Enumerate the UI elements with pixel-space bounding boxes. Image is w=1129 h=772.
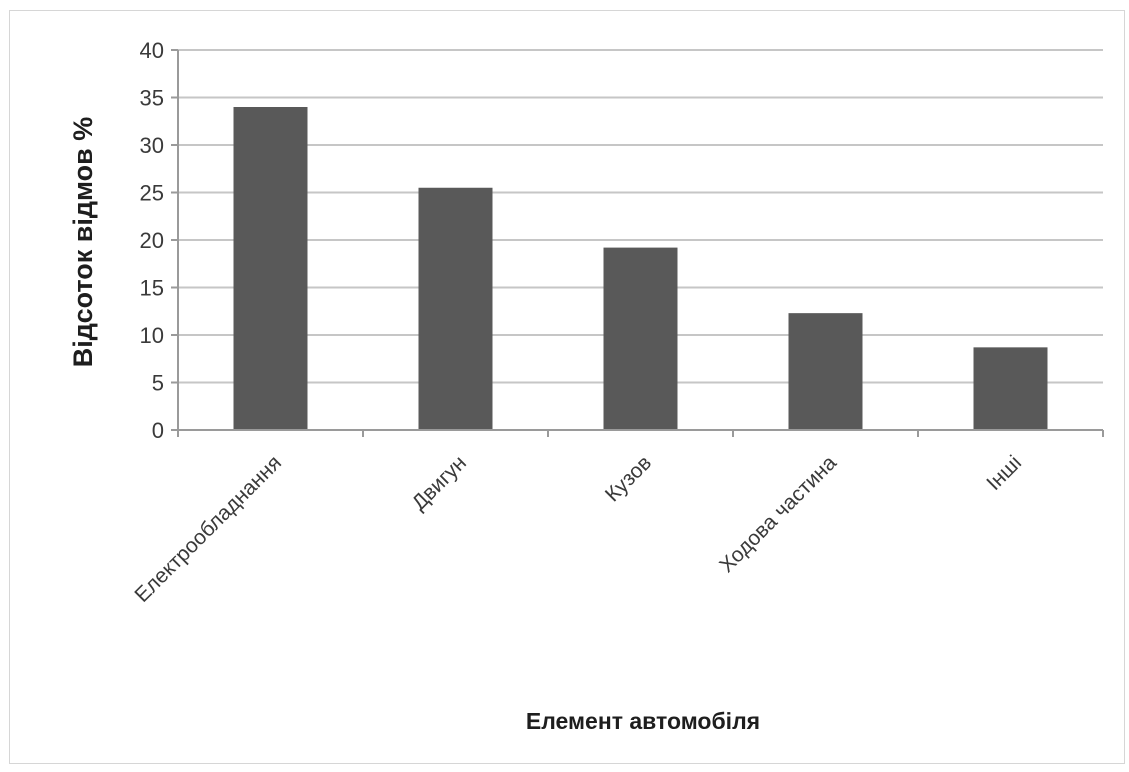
bar (788, 313, 863, 430)
y-axis-title: Відсоток відмов % (68, 117, 98, 367)
bar (233, 107, 308, 430)
x-category-label: Інші (982, 451, 1026, 495)
y-tick-label: 35 (140, 86, 164, 111)
x-category-label: Електрообладнання (130, 451, 286, 607)
y-tick-label: 25 (140, 181, 164, 206)
y-tick-label: 0 (152, 418, 164, 443)
chart-frame (9, 10, 1125, 764)
bars (233, 107, 1048, 430)
y-tick-label: 15 (140, 276, 164, 301)
x-axis (177, 429, 1104, 437)
x-axis-labels: Електрообладнання Двигун Кузов Ходова части… (130, 451, 1026, 607)
x-axis-title: Елемент автомобіля (526, 708, 760, 734)
bar (973, 347, 1048, 430)
y-tick-label: 40 (140, 38, 164, 63)
x-category-label: Двигун (407, 451, 471, 515)
y-tick-label: 10 (140, 323, 164, 348)
y-axis-ticks: 0 5 10 15 20 25 30 35 40 (140, 38, 179, 443)
bar (603, 247, 678, 430)
y-tick-label: 20 (140, 228, 164, 253)
bar (418, 187, 493, 430)
y-tick-label: 5 (152, 371, 164, 396)
x-category-label: Ходова частина (715, 451, 841, 577)
x-category-label: Кузов (601, 451, 656, 506)
gridlines (178, 49, 1103, 384)
y-tick-label: 30 (140, 133, 164, 158)
